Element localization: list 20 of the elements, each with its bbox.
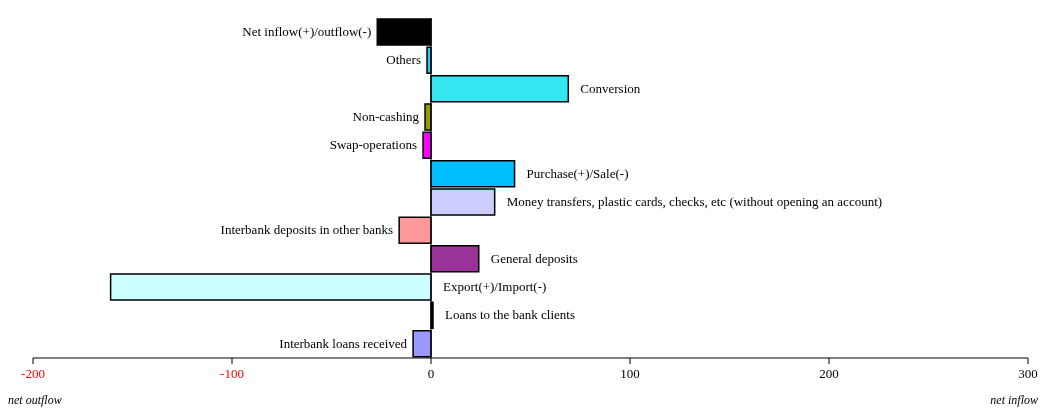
y-tick-label: Conversion xyxy=(580,80,641,96)
y-tick-label: Interbank loans received xyxy=(279,335,408,351)
y-tick-label: General deposits xyxy=(490,250,578,266)
x-tick-label: -200 xyxy=(21,366,45,381)
x-tick-label: 0 xyxy=(427,366,435,381)
y-tick-label: Swap-operations xyxy=(329,137,418,153)
y-tick-label: Loans to the bank clients xyxy=(444,307,575,323)
y-tick-label: Money transfers, plastic cards, checks, etc (without opening an account) xyxy=(506,194,883,209)
x-tick-label: 200 xyxy=(819,366,839,381)
x-tick-label: 100 xyxy=(620,366,640,381)
y-tick-label: Interbank deposits in other banks xyxy=(220,222,394,238)
y-tick-label: Net inflow(+)/outflow(-) xyxy=(242,24,372,39)
y-tick-label: Export(+)/Import(-) xyxy=(443,279,547,294)
text: net inflow xyxy=(990,393,1038,408)
y-tick-label: Purchase(+)/Sale(-) xyxy=(526,165,629,181)
x-tick-label: 300 xyxy=(1018,366,1038,381)
x-tick-label: -100 xyxy=(220,366,244,381)
y-tick-label: Others xyxy=(386,52,422,68)
y-tick-label: Non-cashing xyxy=(352,109,420,124)
text: net outflow xyxy=(8,393,62,408)
